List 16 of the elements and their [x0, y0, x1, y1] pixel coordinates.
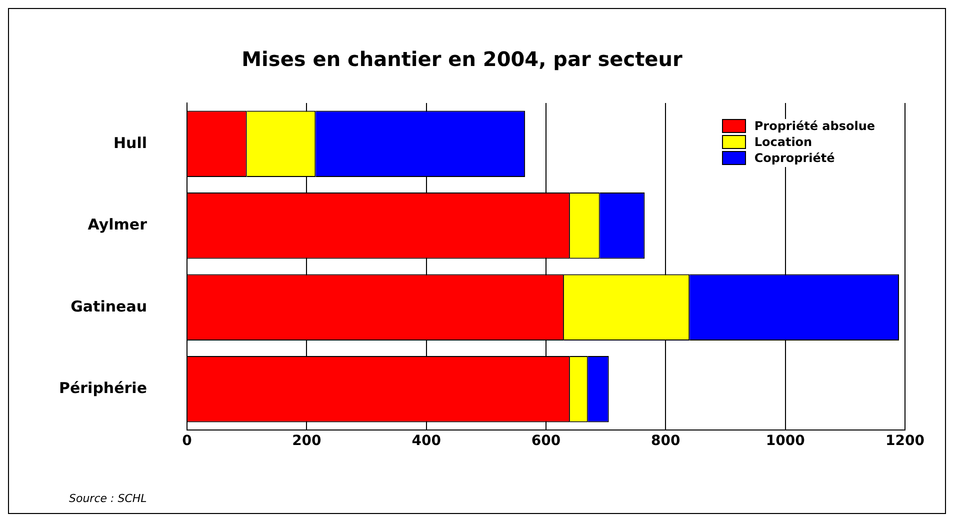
chart-title: Mises en chantier en 2004, par secteur: [242, 47, 682, 72]
y-tick-label: Gatineau: [70, 297, 148, 316]
x-tick-label: 600: [531, 433, 561, 450]
x-tick-label: 0: [182, 433, 192, 450]
y-tick-label: Hull: [113, 134, 148, 152]
legend-label: Copropriété: [754, 151, 835, 165]
x-tick-label: 800: [651, 433, 681, 450]
x-tick-label: 1000: [766, 433, 806, 450]
legend-label: Propriété absolue: [754, 119, 875, 133]
legend-label: Location: [754, 135, 812, 149]
x-tick-label: 1200: [886, 433, 925, 450]
y-tick-label: Aylmer: [88, 216, 148, 234]
x-tick-label: 200: [292, 433, 322, 450]
source-note: Source : SCHL: [69, 492, 147, 505]
x-tick-label: 400: [412, 433, 442, 450]
y-tick-label: Périphérie: [58, 379, 148, 398]
